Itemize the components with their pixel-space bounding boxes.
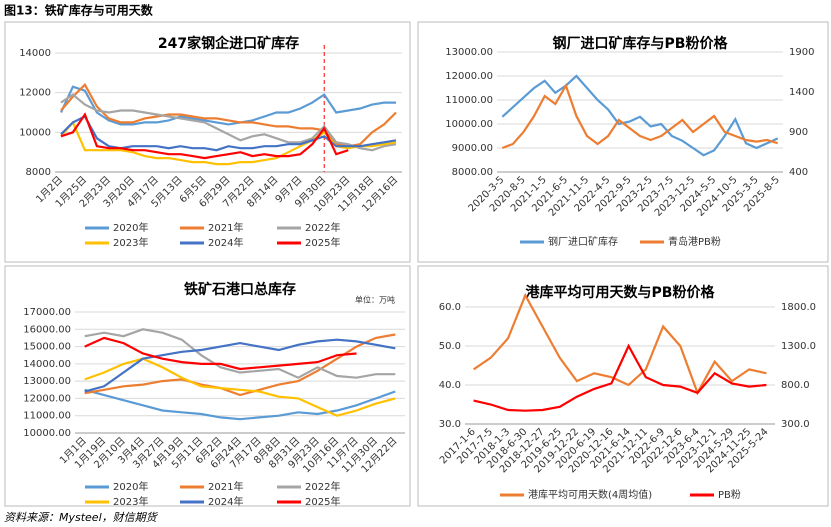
panel xyxy=(417,265,829,507)
panel xyxy=(4,21,411,263)
series-line xyxy=(60,85,396,126)
panel xyxy=(4,265,411,507)
legend-label: 港库平均可用天数(4周均值) xyxy=(528,488,652,501)
y-tick-label: 12000.00 xyxy=(23,393,71,404)
series-line xyxy=(473,343,767,412)
y-tick-label: 15000.00 xyxy=(23,342,71,353)
y-tick-label: 14000 xyxy=(19,48,51,59)
source: 资料来源：Mysteel，财信期货 xyxy=(4,511,159,524)
y-tick-label: 11000.00 xyxy=(23,411,71,422)
legend-label: 2025年 xyxy=(305,236,340,249)
series-line xyxy=(501,74,779,157)
y-tick-label: 12000 xyxy=(19,88,51,99)
series-line xyxy=(84,388,396,421)
series-line xyxy=(60,112,349,160)
legend-label: 2020年 xyxy=(113,221,148,234)
y-tick-label: 11000.00 xyxy=(445,95,493,106)
panel xyxy=(417,21,829,263)
chart-title: 港库平均可用天数与PB粉价格 xyxy=(526,284,716,301)
y2-tick-label: 300.0 xyxy=(781,419,810,430)
header-title: 图13：铁矿库存与可用天数 xyxy=(4,3,154,18)
chart-title: 247家钢企进口矿库存 xyxy=(158,35,299,52)
series-line xyxy=(84,336,357,371)
legend-label: 2020年 xyxy=(113,480,148,493)
y-tick-label: 13000.00 xyxy=(445,47,493,58)
legend-label: 2024年 xyxy=(208,495,243,508)
y-tick-label: 10000.00 xyxy=(445,119,493,130)
y-tick-label: 60.0 xyxy=(439,302,461,313)
y-tick-label: 12000.00 xyxy=(445,71,493,82)
series-line xyxy=(60,82,397,148)
y2-tick-label: 800.0 xyxy=(781,380,810,391)
chart-title: 铁矿石港口总库存 xyxy=(184,281,296,298)
unit-note: 单位：万吨 xyxy=(355,295,395,305)
y2-tick-label: 1400 xyxy=(789,87,814,98)
y-tick-label: 10000 xyxy=(19,127,51,138)
legend-label: 青岛港PB粉 xyxy=(668,235,721,248)
series-line xyxy=(501,82,779,150)
legend-label: 2021年 xyxy=(208,221,243,234)
y2-tick-label: 400 xyxy=(789,167,808,178)
y-tick-label: 9000.00 xyxy=(452,143,493,154)
y-tick-label: 8000.00 xyxy=(452,167,493,178)
y-tick-label: 17000.00 xyxy=(23,307,71,318)
legend-label: 2022年 xyxy=(305,221,340,234)
legend-label: 2024年 xyxy=(208,236,243,249)
series-line xyxy=(84,328,396,379)
legend-label: 2022年 xyxy=(305,480,340,493)
legend-label: 2023年 xyxy=(113,495,148,508)
legend-label: 2023年 xyxy=(113,236,148,249)
y-tick-label: 10000.00 xyxy=(23,428,71,439)
y-tick-label: 30.0 xyxy=(439,419,461,430)
y-tick-label: 16000.00 xyxy=(23,324,71,335)
y2-tick-label: 1800.0 xyxy=(781,302,816,313)
legend-label: 钢厂进口矿库存 xyxy=(548,235,618,248)
y2-tick-label: 1900 xyxy=(789,47,814,58)
series-line xyxy=(472,292,767,396)
series-line xyxy=(60,93,397,152)
y-tick-label: 14000.00 xyxy=(23,359,71,370)
y-tick-label: 13000.00 xyxy=(23,376,71,387)
legend-label: PB粉 xyxy=(718,488,741,501)
y-tick-label: 8000 xyxy=(26,167,51,178)
series-line xyxy=(84,357,396,417)
y2-tick-label: 1300.0 xyxy=(781,341,816,352)
series-line xyxy=(84,338,396,393)
chart-title: 钢厂进口矿库存与PB粉价格 xyxy=(553,35,729,52)
y-tick-label: 40.0 xyxy=(439,380,461,391)
y-tick-label: 50.0 xyxy=(439,341,461,352)
y2-tick-label: 900 xyxy=(789,127,808,138)
legend-label: 2021年 xyxy=(208,480,243,493)
legend-label: 2025年 xyxy=(305,495,340,508)
